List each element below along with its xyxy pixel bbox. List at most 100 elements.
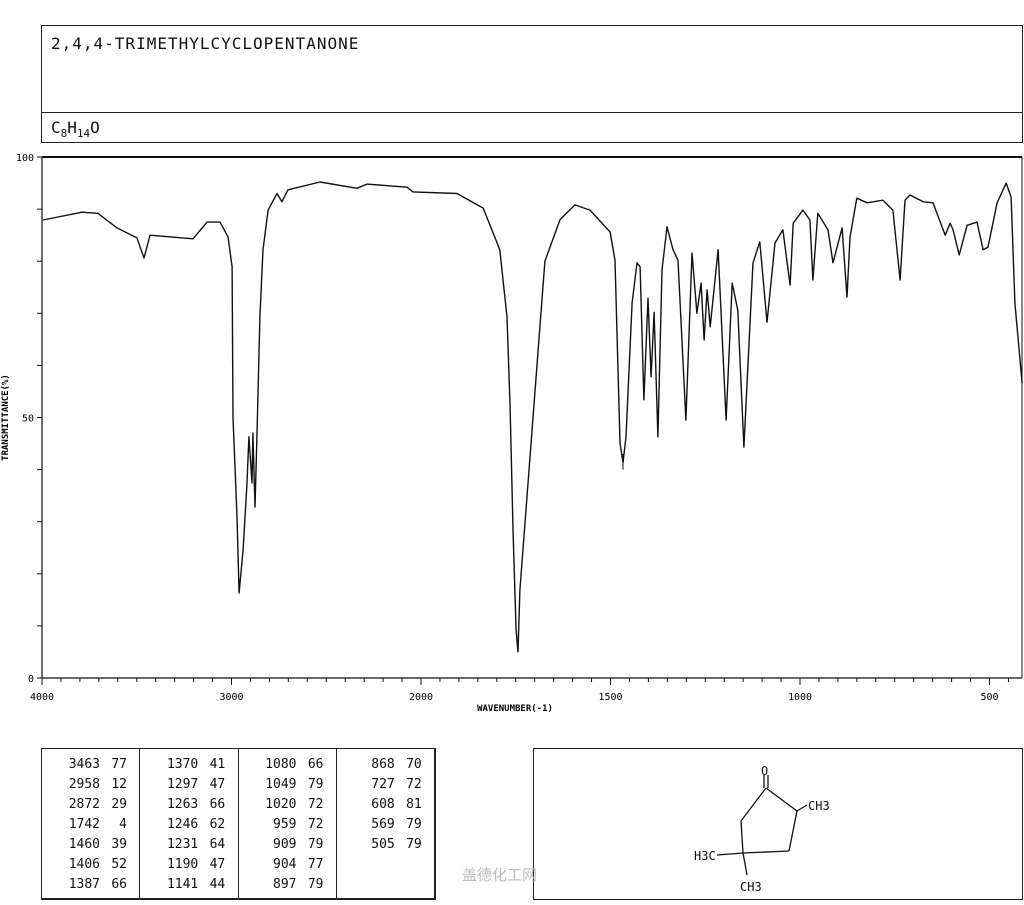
bond	[740, 820, 744, 854]
peak-wavenumber: 1231	[166, 837, 199, 852]
peak-row: 2872 29	[52, 795, 127, 815]
peak-row: 1190 47	[150, 855, 225, 875]
bond	[788, 810, 798, 852]
bond	[740, 787, 767, 822]
peak-transmittance: 66	[111, 877, 127, 892]
methyl-label: H3C	[694, 849, 716, 863]
peak-transmittance: 72	[307, 797, 324, 812]
formula-c-count: 8	[60, 127, 68, 141]
peak-row: 959 72	[249, 815, 323, 835]
x-tick-label: 1000	[788, 692, 812, 703]
peak-row: 1231 64	[150, 835, 225, 855]
peak-wavenumber: 608	[371, 797, 395, 812]
methyl-label: CH3	[808, 799, 830, 813]
peak-row: 1246 62	[150, 815, 225, 835]
peak-transmittance: 79	[406, 817, 422, 832]
y-tick-label: 50	[22, 414, 34, 425]
peak-wavenumber: 1297	[166, 777, 199, 792]
peak-transmittance: 79	[307, 877, 324, 892]
peak-column: 3463 77 2958 12 2872 29 1742 4 1460 39 1406 52 1387 6…	[42, 749, 141, 898]
molecular-structure: O CH3 H3C CH3	[694, 764, 830, 894]
peak-row: 1297 47	[150, 775, 225, 795]
x-tick-label: 4000	[30, 692, 54, 703]
peak-wavenumber: 1049	[265, 777, 297, 792]
formula-c: C	[51, 118, 61, 137]
peak-transmittance: 39	[111, 837, 127, 852]
peak-wavenumber: 1020	[265, 797, 297, 812]
peak-transmittance: 44	[209, 877, 226, 892]
peak-row: 1742 4	[52, 815, 127, 835]
peak-row: 1263 66	[150, 795, 225, 815]
peak-transmittance: 47	[209, 857, 226, 872]
peak-row: 1460 39	[52, 835, 127, 855]
peak-row: 2958 12	[52, 775, 127, 795]
peak-column: 1370 41 1297 47 1263 66 1246 62 1231 64 1190 47 1141…	[140, 749, 239, 898]
peak-transmittance: 64	[209, 837, 226, 852]
peak-row: 569 79	[347, 815, 422, 835]
peak-transmittance: 52	[111, 857, 127, 872]
formula-o: O	[90, 118, 100, 137]
peak-wavenumber: 727	[371, 777, 395, 792]
bond	[716, 852, 744, 856]
bond	[742, 852, 748, 876]
peak-wavenumber: 1190	[166, 857, 199, 872]
peak-table: 3463 77 2958 12 2872 29 1742 4 1460 39 1406 52 1387 6…	[41, 748, 436, 900]
peak-transmittance: 12	[111, 777, 127, 792]
peak-row: 909 79	[249, 835, 324, 855]
peak-transmittance: 47	[209, 777, 226, 792]
peak-row: 904 77	[249, 855, 324, 875]
x-axis-label: WAVENUMBER(-1)	[477, 704, 553, 714]
peak-transmittance: 79	[307, 777, 324, 792]
peak-wavenumber: 1080	[265, 757, 297, 772]
peak-row: 1141 44	[150, 875, 225, 895]
peak-row: 1049 79	[249, 775, 324, 795]
peak-row: 897 79	[249, 875, 324, 895]
bond	[742, 850, 790, 854]
y-tick-label: 0	[28, 674, 34, 685]
x-tick-label: 500	[980, 692, 998, 703]
molecular-formula: C8H14O	[51, 118, 100, 140]
peak-transmittance: 66	[209, 797, 226, 812]
peak-row: 1406 52	[52, 855, 127, 875]
structure-box: O CH3 H3C CH3	[533, 748, 1023, 900]
peak-transmittance: 79	[307, 837, 324, 852]
peak-wavenumber: 1370	[166, 757, 199, 772]
peak-wavenumber: 959	[273, 817, 297, 832]
peak-wavenumber: 569	[371, 817, 395, 832]
peak-wavenumber: 909	[273, 837, 297, 852]
peak-transmittance: 79	[406, 837, 422, 852]
peak-row: 727 72	[347, 775, 421, 795]
peak-wavenumber: 505	[371, 837, 395, 852]
peak-wavenumber: 904	[273, 857, 297, 872]
peak-wavenumber: 1387	[68, 877, 100, 892]
peak-transmittance: 70	[406, 757, 422, 772]
peak-transmittance: 66	[307, 757, 324, 772]
peak-transmittance: 62	[209, 817, 226, 832]
oxygen-label: O	[761, 764, 768, 778]
formula-h: H	[67, 118, 77, 137]
peak-wavenumber: 1460	[68, 837, 100, 852]
title-box: 2,4,4-TRIMETHYLCYCLOPENTANONE	[41, 25, 1023, 113]
peak-wavenumber: 1406	[68, 857, 100, 872]
watermark: 盖德化工网	[462, 866, 538, 884]
peak-row: 608 81	[347, 795, 422, 815]
bond	[765, 787, 798, 812]
peak-row: 505 79	[347, 835, 422, 855]
y-axis-label: TRANSMITTANCE(%)	[1, 374, 11, 461]
peak-transmittance: 4	[119, 817, 127, 832]
peak-wavenumber: 868	[371, 757, 395, 772]
peak-transmittance: 29	[111, 797, 127, 812]
x-tick-label: 3000	[219, 692, 243, 703]
peak-wavenumber: 2958	[68, 777, 100, 792]
peak-wavenumber: 897	[273, 877, 297, 892]
x-tick-label: 1500	[598, 692, 622, 703]
peak-wavenumber: 1742	[68, 817, 100, 832]
peak-wavenumber: 2872	[68, 797, 100, 812]
y-tick-label: 100	[16, 153, 34, 164]
peak-column: 1080 66 1049 79 1020 72 959 72 909 79 904 77 897 79	[239, 749, 337, 898]
peak-wavenumber: 1141	[166, 877, 199, 892]
peak-transmittance: 81	[406, 797, 422, 812]
peak-transmittance: 77	[307, 857, 324, 872]
compound-name: 2,4,4-TRIMETHYLCYCLOPENTANONE	[51, 34, 360, 53]
formula-h-count: 14	[76, 127, 91, 141]
